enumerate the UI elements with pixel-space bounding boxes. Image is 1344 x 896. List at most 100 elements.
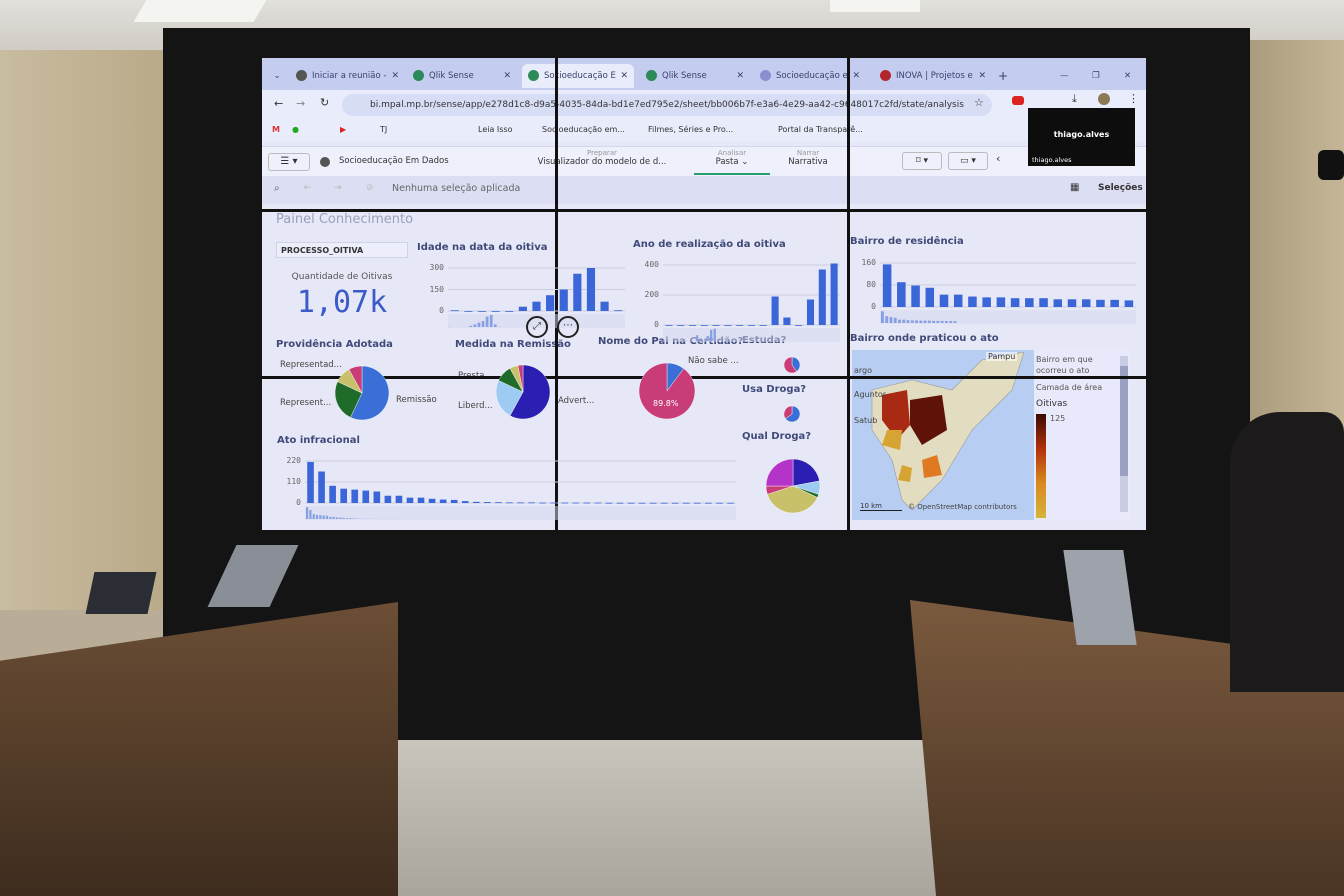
- menu-icon[interactable]: ⋮: [1128, 92, 1139, 105]
- bar: [671, 502, 679, 504]
- selections-icon[interactable]: ▦: [1070, 182, 1080, 193]
- step-back-icon[interactable]: ⇤: [304, 183, 312, 193]
- close-icon[interactable]: ✕: [391, 71, 399, 81]
- bar-chart[interactable]: [663, 261, 840, 345]
- new-tab-button[interactable]: +: [998, 69, 1009, 83]
- close-icon[interactable]: ✕: [978, 71, 986, 81]
- bookmark-portal[interactable]: Portal da Transparê...: [778, 125, 863, 134]
- pie-chart[interactable]: [495, 364, 551, 420]
- filter-pane[interactable]: PROCESSO_OITIVA: [276, 242, 408, 258]
- y-tick-label: 0: [296, 498, 301, 507]
- bookmark-socioeducacao[interactable]: Socioeducação em...: [542, 125, 625, 134]
- bar: [461, 501, 469, 503]
- step-forward-icon[interactable]: ⇥: [334, 183, 342, 193]
- close-icon[interactable]: ✕: [736, 71, 744, 81]
- bar: [1025, 298, 1034, 307]
- map-place: Satub: [854, 416, 878, 425]
- tab-label: Qlik Sense: [662, 71, 707, 81]
- wall: [0, 50, 170, 610]
- y-tick-label: 0: [654, 320, 659, 329]
- gmail-icon[interactable]: M: [272, 125, 280, 134]
- bar: [665, 325, 673, 326]
- pie-chart[interactable]: [334, 365, 390, 421]
- y-tick-label: 220: [286, 456, 301, 465]
- bookmark-leia-isso[interactable]: Leia Isso: [478, 125, 513, 134]
- close-window-button[interactable]: ✕: [1124, 71, 1132, 81]
- bar: [439, 499, 447, 503]
- maximize-button[interactable]: ❐: [1092, 71, 1100, 81]
- participant-caption: thiago.alves: [1032, 156, 1072, 164]
- tab[interactable]: Qlik Sense ✕: [640, 64, 750, 88]
- expand-icon[interactable]: ⤢: [526, 316, 548, 338]
- close-icon[interactable]: ✕: [503, 71, 511, 81]
- clear-selections-icon[interactable]: ⊘: [366, 183, 374, 193]
- bar: [996, 297, 1006, 307]
- star-icon[interactable]: ☆: [974, 96, 984, 109]
- legend-gradient: [1036, 414, 1046, 518]
- map-attribution[interactable]: © OpenStreetMap contributors: [908, 503, 1017, 511]
- bookmark-filmes[interactable]: Filmes, Séries e Pro...: [648, 125, 734, 134]
- nav-prepare[interactable]: Preparar Visualizador do modelo de d...: [516, 149, 688, 167]
- youtube-icon[interactable]: ▶: [340, 125, 347, 134]
- tab[interactable]: Iniciar a reunião - ✕: [290, 64, 405, 88]
- download-icon[interactable]: ⤓: [1072, 92, 1077, 105]
- chart-title: Medida na Remissão: [455, 339, 571, 350]
- nav-analyze[interactable]: Analisar Pasta ⌄: [694, 149, 770, 175]
- bar: [627, 502, 635, 504]
- tab-search-button[interactable]: ⌄: [273, 71, 281, 81]
- extension-icon[interactable]: [1012, 96, 1024, 105]
- present-button[interactable]: ▭ ▾: [948, 152, 988, 170]
- selections-button[interactable]: Seleções: [1098, 183, 1143, 193]
- bar-chart[interactable]: [305, 457, 736, 523]
- bar: [550, 502, 557, 504]
- pie-chart[interactable]: [783, 356, 801, 374]
- chart-title: Providência Adotada: [276, 339, 393, 350]
- close-icon[interactable]: ✕: [852, 71, 860, 81]
- y-tick-label: 0: [439, 306, 444, 315]
- bar-chart[interactable]: [880, 259, 1136, 327]
- bar: [539, 502, 546, 504]
- smart-search-icon[interactable]: ⌕: [274, 183, 280, 194]
- globe-icon: [296, 70, 307, 81]
- more-options-icon[interactable]: ⋯: [557, 316, 579, 338]
- tab[interactable]: INOVA | Projetos e ✕: [874, 64, 992, 88]
- legend-scrollbar[interactable]: [1120, 356, 1128, 512]
- close-icon[interactable]: ✕: [620, 71, 628, 81]
- forward-icon[interactable]: →: [296, 97, 306, 110]
- app-name: Socioeducação Em Dados: [339, 156, 449, 166]
- y-tick-label: 150: [429, 284, 444, 294]
- url-input[interactable]: bi.mpal.mp.br/sense/app/e278d1c8-d9a5-40…: [342, 94, 992, 116]
- whatsapp-icon[interactable]: ●: [292, 125, 299, 134]
- nav-label: Narrativa: [788, 157, 828, 167]
- pie-chart[interactable]: [783, 405, 801, 423]
- pie-chart[interactable]: [638, 362, 696, 420]
- pie-slice: [509, 364, 551, 420]
- bar: [736, 325, 744, 326]
- back-icon[interactable]: ←: [274, 97, 284, 110]
- bar: [484, 502, 491, 503]
- scrollbar: [305, 506, 736, 520]
- pie-chart[interactable]: [765, 458, 821, 514]
- bookmark-button[interactable]: ⌑ ▾: [902, 152, 942, 170]
- bar: [518, 306, 527, 311]
- tab[interactable]: Socioeducação em ✕: [754, 64, 866, 88]
- bookmark-tj[interactable]: TJ: [380, 125, 388, 134]
- avatar[interactable]: [1098, 93, 1110, 105]
- bar: [616, 502, 624, 504]
- app-icon: [760, 70, 771, 81]
- tab-active[interactable]: Socioeducação Em ✕: [522, 64, 634, 88]
- bar: [1081, 299, 1091, 307]
- bar: [649, 502, 657, 504]
- legend-max: 125: [1050, 414, 1066, 423]
- nav-narrate[interactable]: Narrar Narrativa: [778, 149, 838, 167]
- bar: [700, 325, 708, 326]
- previous-sheet-button[interactable]: ‹: [996, 152, 1001, 165]
- minimize-button[interactable]: —: [1060, 71, 1069, 81]
- bar: [911, 285, 920, 307]
- nav-label: Pasta ⌄: [715, 157, 749, 167]
- tab[interactable]: Qlik Sense ✕: [407, 64, 517, 88]
- bar: [939, 294, 949, 307]
- video-call-overlay: thiago.alves thiago.alves: [1028, 108, 1135, 166]
- reload-icon[interactable]: ↻: [320, 96, 330, 109]
- menu-button[interactable]: ☰ ▾: [268, 153, 310, 171]
